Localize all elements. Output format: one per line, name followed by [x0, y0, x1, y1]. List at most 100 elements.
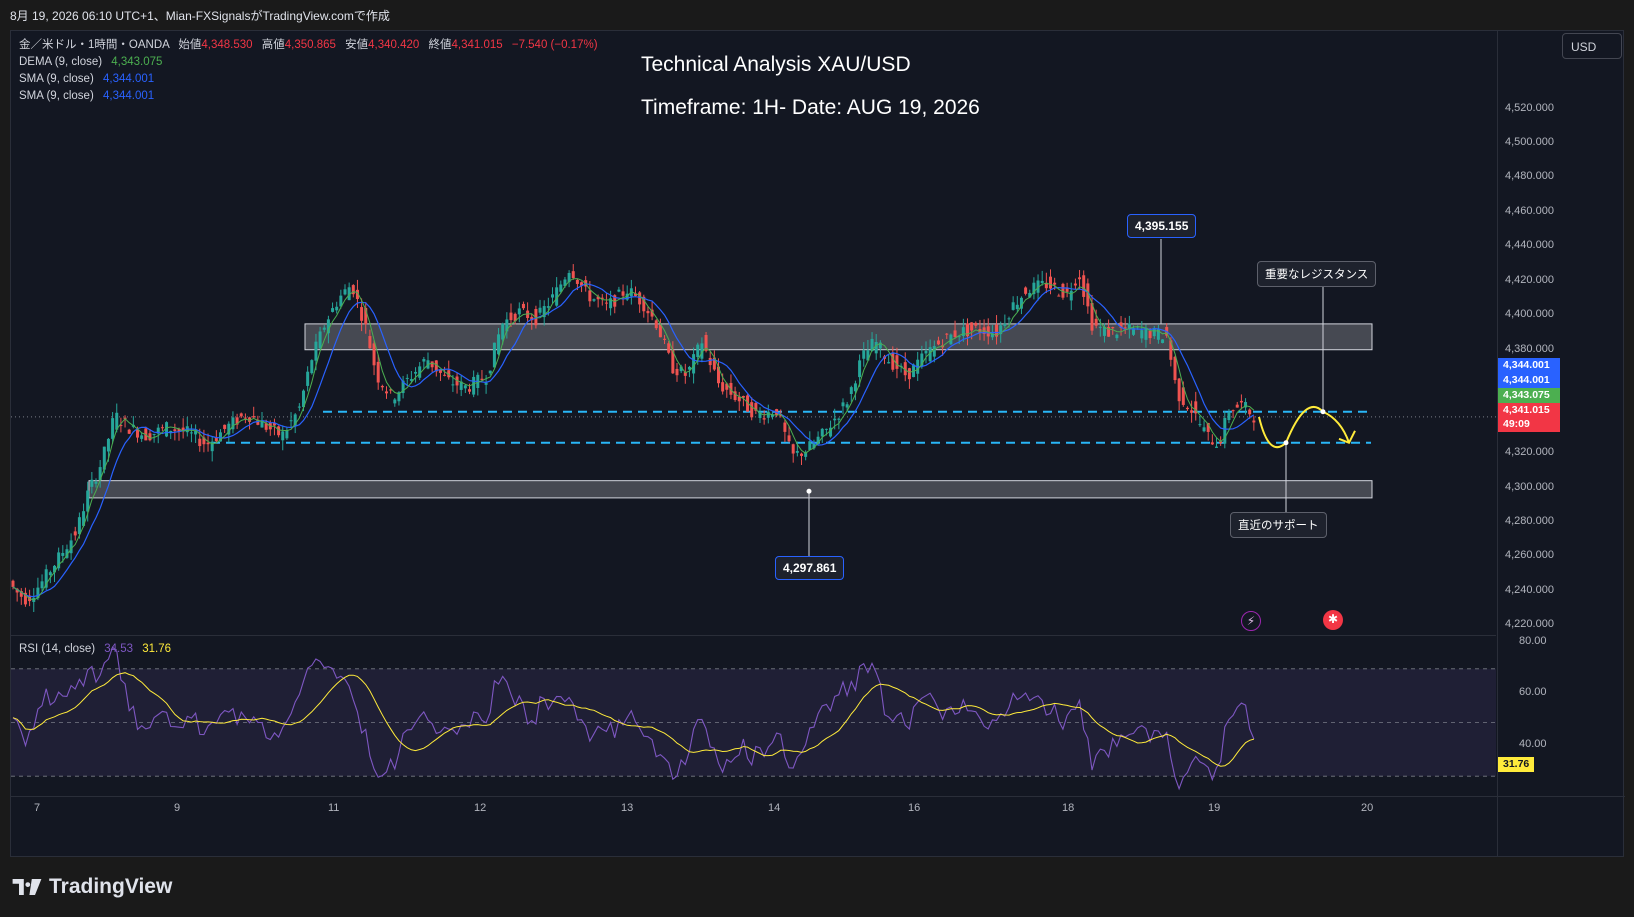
candle-body [849, 387, 853, 394]
us-flag-event-icon[interactable]: ✱ [1323, 610, 1343, 630]
close-label: 終値 [428, 39, 452, 51]
candle-body [364, 307, 368, 325]
candle-body [521, 303, 525, 309]
candle-body [816, 436, 820, 444]
candle-body [243, 417, 247, 419]
candle-body [1086, 283, 1090, 307]
candle-body [551, 294, 554, 298]
candle-body [1194, 401, 1198, 414]
candle-body [289, 420, 293, 422]
candle-body [750, 402, 754, 418]
close-value: 4,341.015 [451, 39, 503, 51]
candle-body [887, 362, 891, 364]
candle-body [667, 343, 671, 353]
candle-body [974, 322, 978, 326]
candle-body [725, 383, 729, 390]
support-anchor [1283, 440, 1289, 446]
candle-body [1206, 422, 1210, 432]
rsi-line [12, 646, 1255, 791]
candle-body [530, 317, 534, 321]
candle-body [206, 442, 210, 445]
analysis-title[interactable]: Technical Analysis XAU/USD [641, 53, 911, 76]
candle-body [575, 279, 579, 284]
candle-body [430, 361, 434, 368]
time-axis-tick: 20 [1361, 802, 1374, 814]
candle-body [704, 334, 708, 351]
candle-body [841, 402, 845, 407]
candle-body [36, 587, 40, 599]
candle-body [567, 272, 571, 283]
candle-body [148, 433, 152, 441]
candle-body [314, 341, 318, 361]
indicator-sma-row-2[interactable]: SMA (9, close) 4,344.001 [19, 88, 598, 105]
candle-body [77, 517, 81, 535]
rsi-band [11, 668, 1496, 777]
candle-body [214, 437, 218, 442]
candle-body [746, 395, 750, 412]
candle-body [729, 382, 733, 395]
resistance-callout[interactable]: 重要なレジスタンス [1257, 261, 1377, 287]
price-axis-tick: 4,400.000 [1505, 308, 1554, 321]
candle-body [1248, 409, 1252, 415]
candle-body [1082, 275, 1086, 297]
price-tag: 4,341.015 [1498, 403, 1560, 418]
candle-body [181, 427, 185, 432]
candle-body [248, 417, 252, 422]
rsi-axis-tick: 80.00 [1519, 635, 1547, 647]
rsi-legend[interactable]: RSI (14, close) 34.53 31.76 [19, 641, 171, 658]
candle-body [65, 549, 69, 558]
candle-body [829, 427, 833, 437]
swing-low-callout[interactable]: 4,297.861 [775, 556, 845, 580]
lightning-event-icon[interactable]: ⚡ [1241, 611, 1261, 631]
candle-body [277, 426, 281, 436]
candle-body [546, 306, 550, 308]
tradingview-logo[interactable]: TradingView [12, 875, 172, 899]
analysis-subtitle[interactable]: Timeframe: 1H- Date: AUG 19, 2026 [641, 96, 980, 119]
candle-body [82, 511, 86, 526]
candle-body [737, 396, 741, 402]
candle-body [106, 438, 110, 452]
candlestick-chart[interactable] [11, 31, 1625, 858]
indicator-sma-row[interactable]: SMA (9, close) 4,344.001 [19, 71, 598, 88]
candle-body [999, 325, 1003, 335]
candle-body [596, 296, 600, 300]
candle-body [758, 412, 762, 418]
candle-body [559, 284, 563, 292]
candle-body [953, 330, 957, 338]
rsi-ma-tag: 31.76 [1498, 757, 1534, 772]
candle-body [721, 382, 725, 392]
change-value: −7.540 (−0.17%) [511, 39, 598, 51]
candle-body [712, 357, 716, 370]
price-axis-border [1497, 31, 1498, 858]
currency-selector[interactable]: USD [1562, 33, 1622, 59]
price-axis-tick: 4,220.000 [1505, 618, 1554, 631]
candle-body [820, 428, 824, 437]
candle-body [808, 441, 812, 450]
price-axis-tick: 4,420.000 [1505, 273, 1554, 286]
sma-line [12, 283, 1255, 598]
candle-body [1115, 334, 1119, 339]
candle-body [1111, 327, 1115, 329]
indicator-dema-row[interactable]: DEMA (9, close) 4,343.075 [19, 54, 598, 71]
candle-body [463, 385, 467, 389]
candle-body [343, 289, 347, 295]
candle-body [219, 432, 222, 442]
support-callout[interactable]: 直近のサポート [1230, 512, 1327, 538]
candle-body [1065, 287, 1069, 292]
candle-body [1015, 304, 1019, 310]
candle-body [1219, 441, 1223, 444]
candle-body [409, 379, 413, 381]
candle-body [1181, 387, 1185, 405]
time-axis-tick: 12 [474, 802, 487, 814]
candle-body [700, 343, 704, 359]
support-zone [88, 480, 1373, 499]
candle-body [924, 350, 928, 354]
candle-body [696, 344, 700, 358]
candle-body [40, 581, 44, 589]
symbol-name[interactable]: 金／米ドル・1時間・OANDA [19, 39, 170, 51]
candle-body [895, 355, 899, 369]
candle-body [1235, 404, 1239, 408]
candle-body [239, 413, 243, 417]
candle-body [1227, 412, 1231, 421]
swing-high-callout[interactable]: 4,395.155 [1127, 214, 1197, 238]
